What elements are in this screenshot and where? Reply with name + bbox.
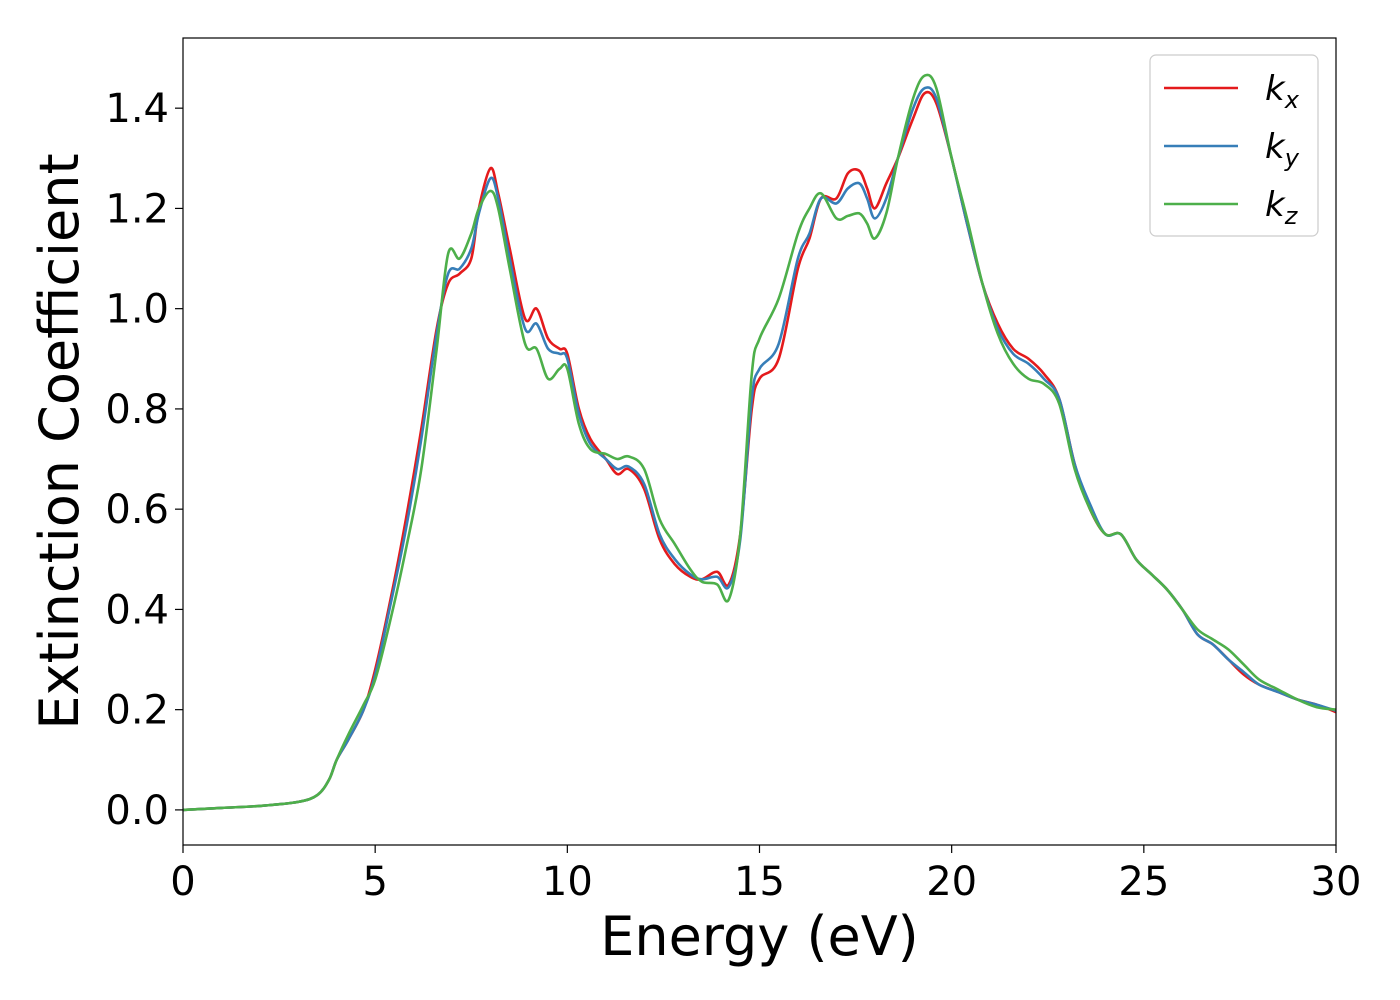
series-line-z xyxy=(183,73,1336,812)
y-tick-label: 1.2 xyxy=(105,186,169,232)
x-tick-label: 20 xyxy=(926,859,977,905)
x-tick-label: 30 xyxy=(1311,859,1362,905)
series-layer xyxy=(183,73,1336,812)
y-tick-label: 1.4 xyxy=(105,86,169,132)
x-tick-label: 0 xyxy=(170,859,195,905)
y-tick-label: 1.0 xyxy=(105,287,169,333)
y-tick-label: 0.4 xyxy=(105,587,169,633)
y-axis-title: Extinction Coefficient xyxy=(28,153,91,729)
y-tick-label: 0.2 xyxy=(105,688,169,734)
legend: kx ky kz xyxy=(1149,54,1319,237)
y-tick-label: 0.0 xyxy=(105,788,169,834)
y-tick-label: 0.6 xyxy=(105,487,169,533)
x-tick-label: 25 xyxy=(1118,859,1169,905)
x-axis-title: Energy (eV) xyxy=(600,905,919,968)
y-tick-label: 0.8 xyxy=(105,387,169,433)
ticks-layer: 0 5 10 15 20 25 30 0.0 0.2 0.4 0.6 0.8 1.0 1.2 1.4 xyxy=(105,86,1361,905)
x-tick-label: 15 xyxy=(734,859,785,905)
x-tick-label: 10 xyxy=(542,859,593,905)
legend-label-y: ky xyxy=(1265,127,1300,172)
legend-label-z: kz xyxy=(1265,185,1299,230)
x-tick-label: 5 xyxy=(362,859,387,905)
legend-label-x: kx xyxy=(1265,69,1300,114)
